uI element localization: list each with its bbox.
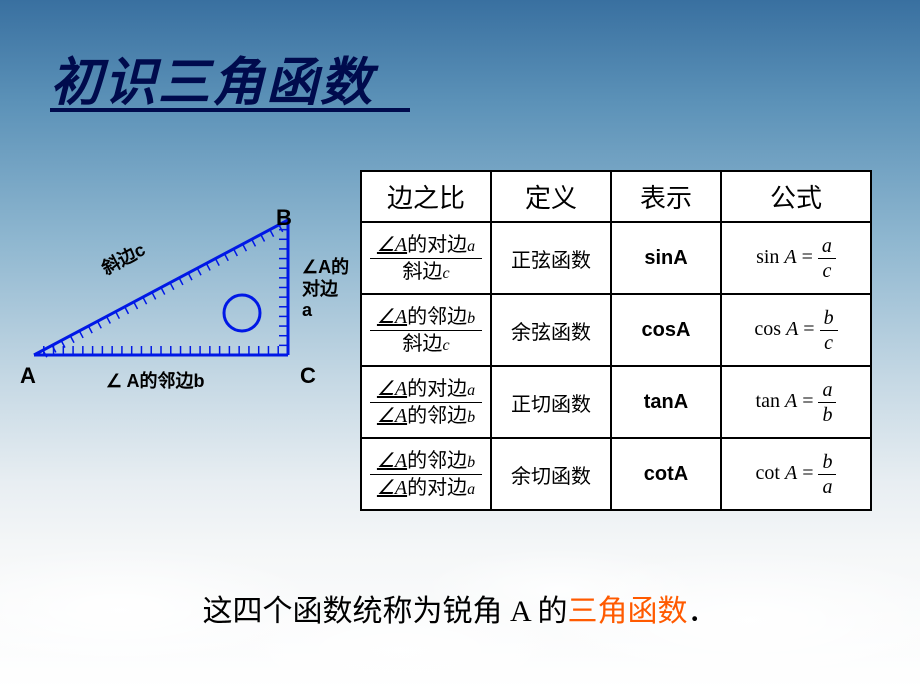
definition-cell: 正切函数	[491, 366, 611, 438]
adjacent-label: ∠ A的邻边b	[106, 367, 204, 393]
notation-cell: cosA	[611, 294, 721, 366]
opp-l2: 对边	[302, 279, 338, 299]
th-ratio: 边之比	[361, 171, 491, 222]
definition-cell: 余切函数	[491, 438, 611, 510]
formula-cell: tan A = ab	[721, 366, 871, 438]
opposite-label: ∠A的 对边 a	[302, 257, 349, 322]
summary-sentence: 这四个函数统称为锐角 A 的三角函数．	[0, 586, 920, 630]
formula-cell: sin A = ac	[721, 222, 871, 294]
vertex-b-label: B	[276, 205, 292, 231]
th-def: 定义	[491, 171, 611, 222]
notation-cell: sinA	[611, 222, 721, 294]
table-row: ∠A的对边a∠A的邻边b正切函数tanAtan A = ab	[361, 366, 871, 438]
summary-highlight: 三角函数	[568, 595, 688, 628]
definition-cell: 余弦函数	[491, 294, 611, 366]
definition-cell: 正弦函数	[491, 222, 611, 294]
th-notation: 表示	[611, 171, 721, 222]
notation-cell: tanA	[611, 366, 721, 438]
table-header-row: 边之比 定义 表示 公式	[361, 171, 871, 222]
ratio-cell: ∠A的邻边b斜边c	[361, 294, 491, 366]
th-formula: 公式	[721, 171, 871, 222]
table-row: ∠A的对边a斜边c正弦函数sinAsin A = ac	[361, 222, 871, 294]
notation-cell: cotA	[611, 438, 721, 510]
title-underline	[50, 108, 410, 112]
opp-l1: ∠A的	[302, 257, 349, 277]
summary-pre: 这四个函数统称为锐角 A 的	[202, 595, 567, 628]
page-title: 初识三角函数	[50, 40, 374, 115]
formula-cell: cot A = ba	[721, 438, 871, 510]
vertex-a-label: A	[20, 363, 36, 389]
ratio-cell: ∠A的对边a∠A的邻边b	[361, 366, 491, 438]
triangle-diagram: B A C 斜边c ∠A的 对边 a ∠ A的邻边b	[20, 185, 350, 415]
table-row: ∠A的邻边b斜边c余弦函数cosAcos A = bc	[361, 294, 871, 366]
opp-l3: a	[302, 300, 312, 320]
trig-table: 边之比 定义 表示 公式 ∠A的对边a斜边c正弦函数sinAsin A = ac…	[360, 170, 872, 511]
table-row: ∠A的邻边b∠A的对边a余切函数cotAcot A = ba	[361, 438, 871, 510]
vertex-c-label: C	[300, 363, 316, 389]
ratio-cell: ∠A的对边a斜边c	[361, 222, 491, 294]
summary-post: ．	[688, 595, 718, 628]
ratio-cell: ∠A的邻边b∠A的对边a	[361, 438, 491, 510]
formula-cell: cos A = bc	[721, 294, 871, 366]
